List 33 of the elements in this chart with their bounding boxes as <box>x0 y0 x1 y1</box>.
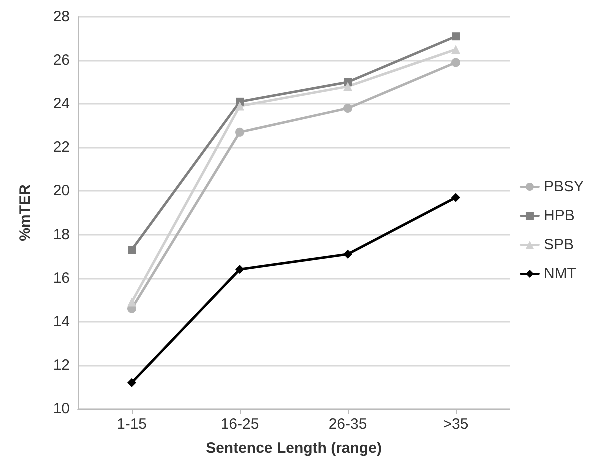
y-tick-label: 14 <box>53 313 70 330</box>
legend-label: HPB <box>544 208 575 224</box>
x-tick-label: >35 <box>443 416 469 433</box>
legend-label: SPB <box>544 236 574 254</box>
point <box>128 246 136 254</box>
x-axis-title: Sentence Length (range) <box>206 440 382 457</box>
point <box>128 298 136 307</box>
legend-label: NMT <box>544 266 576 282</box>
point <box>344 104 352 113</box>
point <box>452 58 460 68</box>
y-tick-label: 26 <box>53 52 70 70</box>
y-tick-label: 16 <box>53 270 70 287</box>
x-tick-label: 26-35 <box>328 416 368 433</box>
y-axis-title: %mTER <box>17 184 34 242</box>
point <box>236 128 244 137</box>
point <box>344 82 352 92</box>
y-tick-label: 24 <box>53 96 70 113</box>
x-tick-label: 1-15 <box>116 416 148 433</box>
point <box>344 250 352 259</box>
y-tick-label: 10 <box>53 400 70 418</box>
legend-label: PBSY <box>544 178 584 196</box>
y-tick-label: 18 <box>53 226 70 244</box>
x-tick-label: 16-25 <box>220 416 260 433</box>
point <box>452 45 460 54</box>
y-tick-label: 20 <box>53 182 70 200</box>
point <box>452 32 460 41</box>
point <box>128 378 136 388</box>
y-tick-label: 28 <box>53 8 70 26</box>
point <box>236 265 244 274</box>
y-tick-label: 22 <box>53 139 70 156</box>
point <box>452 193 460 202</box>
y-tick-label: 12 <box>53 356 70 374</box>
point <box>236 102 244 111</box>
